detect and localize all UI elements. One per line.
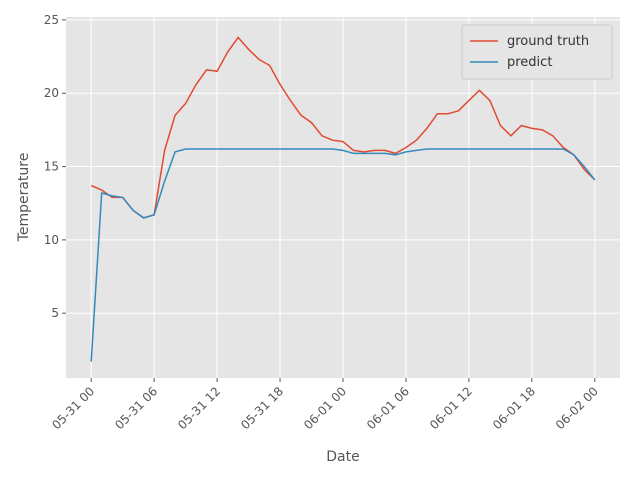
- x-tick-label: 05-31 00: [49, 384, 97, 432]
- x-tick-label: 05-31 06: [112, 384, 160, 432]
- line: [90, 148, 596, 362]
- x-tick-label: 06-01 00: [301, 384, 349, 432]
- legend-box: [461, 24, 613, 80]
- line: [90, 36, 596, 219]
- x-tick-label: 06-01 18: [490, 384, 538, 432]
- x-axis-label: Date: [326, 449, 359, 465]
- x-tick-label: 06-01 06: [364, 384, 412, 432]
- x-tick-label: 05-31 12: [175, 384, 223, 432]
- y-tick-label: 5: [51, 306, 59, 320]
- legend-label: ground truth: [507, 34, 589, 49]
- y-axis-label: Temperature: [16, 153, 32, 243]
- legend-label: predict: [507, 55, 552, 70]
- x-tick-label: 06-01 12: [427, 384, 475, 432]
- x-tick-label: 06-02 00: [553, 384, 601, 432]
- y-tick-label: 15: [44, 160, 59, 174]
- x-tick-label: 05-31 18: [238, 384, 286, 432]
- y-tick-label: 20: [44, 86, 59, 100]
- y-tick-label: 10: [44, 233, 59, 247]
- y-tick-label: 25: [44, 13, 59, 27]
